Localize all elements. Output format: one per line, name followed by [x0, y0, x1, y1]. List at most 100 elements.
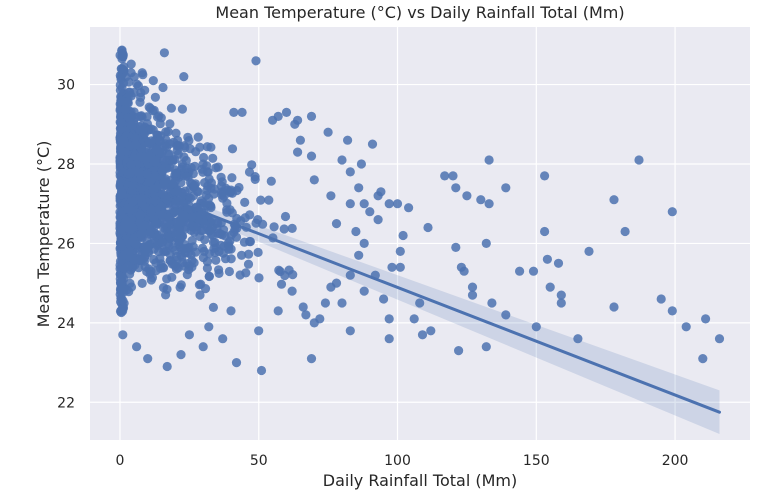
data-point — [191, 147, 201, 157]
data-point — [214, 268, 224, 278]
data-point — [177, 104, 187, 114]
data-point — [298, 302, 308, 312]
data-point — [137, 68, 147, 78]
data-point — [196, 279, 206, 289]
data-point — [528, 266, 539, 276]
data-point — [276, 279, 287, 289]
data-point — [354, 250, 364, 260]
data-point — [139, 253, 149, 263]
data-point — [237, 107, 247, 117]
data-point — [254, 273, 264, 283]
data-point — [162, 284, 172, 294]
data-point — [293, 115, 303, 125]
data-point — [170, 261, 180, 271]
data-point — [245, 237, 255, 247]
confidence-band — [120, 175, 720, 434]
data-point — [175, 282, 185, 292]
data-point — [116, 189, 126, 200]
data-point — [171, 128, 181, 138]
data-point — [306, 111, 317, 121]
data-point — [448, 171, 458, 181]
data-point — [177, 245, 187, 255]
data-point — [125, 218, 135, 229]
data-point — [379, 294, 389, 304]
data-point — [211, 255, 221, 265]
data-point — [542, 254, 553, 264]
data-point — [476, 195, 486, 205]
data-point — [204, 322, 214, 332]
data-point — [159, 180, 169, 190]
regression-group — [118, 175, 721, 434]
data-point — [501, 183, 511, 193]
data-point — [123, 261, 133, 271]
data-point — [462, 191, 472, 201]
data-point — [301, 310, 311, 320]
data-point — [217, 190, 227, 200]
data-point — [323, 127, 333, 137]
data-point — [531, 322, 541, 332]
data-point — [144, 177, 154, 187]
data-point — [126, 120, 136, 130]
data-point — [136, 230, 146, 240]
data-point — [126, 205, 136, 215]
data-point — [163, 213, 173, 223]
data-point — [124, 113, 135, 123]
data-point — [222, 205, 232, 215]
data-point — [234, 182, 244, 193]
data-point — [199, 246, 209, 256]
data-point — [182, 163, 192, 173]
data-point — [315, 314, 325, 324]
data-point — [125, 269, 135, 279]
data-point — [179, 152, 189, 162]
data-point — [125, 168, 135, 178]
data-point — [409, 314, 419, 324]
data-point — [145, 229, 155, 239]
data-point — [143, 354, 153, 364]
data-point — [415, 298, 425, 308]
data-point — [184, 330, 194, 340]
data-point — [681, 322, 691, 332]
data-point — [176, 350, 186, 360]
data-point — [620, 226, 630, 237]
data-point — [209, 184, 220, 194]
data-point — [337, 155, 347, 165]
data-point — [345, 326, 355, 336]
data-point — [211, 163, 221, 173]
data-point — [376, 187, 386, 197]
data-point — [188, 169, 198, 179]
data-point — [326, 282, 336, 292]
x-tick-label: 0 — [116, 453, 125, 469]
data-point — [208, 153, 218, 163]
data-point — [135, 152, 145, 162]
data-point — [634, 155, 644, 165]
data-point — [187, 262, 197, 272]
data-point — [135, 210, 145, 220]
data-point — [306, 151, 317, 161]
data-point — [556, 298, 566, 308]
data-point — [609, 302, 619, 312]
data-point — [116, 118, 126, 128]
data-point — [280, 211, 291, 222]
data-point — [135, 111, 145, 121]
data-point — [264, 195, 274, 205]
data-points — [115, 45, 725, 376]
y-tick-label: 30 — [57, 78, 75, 94]
data-point — [140, 85, 150, 95]
data-point — [148, 76, 158, 86]
data-point — [158, 82, 168, 93]
data-point — [120, 104, 130, 114]
data-point — [206, 229, 216, 239]
data-point — [179, 261, 189, 271]
data-point — [188, 242, 198, 252]
data-point — [122, 285, 132, 295]
data-point — [226, 306, 236, 316]
data-point — [244, 167, 255, 177]
data-point — [160, 246, 170, 256]
x-tick-label: 50 — [250, 453, 268, 469]
data-point — [667, 306, 677, 316]
data-point — [226, 186, 236, 197]
data-point — [698, 354, 708, 364]
data-point — [354, 183, 364, 193]
data-point — [484, 155, 494, 165]
data-point — [247, 160, 257, 170]
